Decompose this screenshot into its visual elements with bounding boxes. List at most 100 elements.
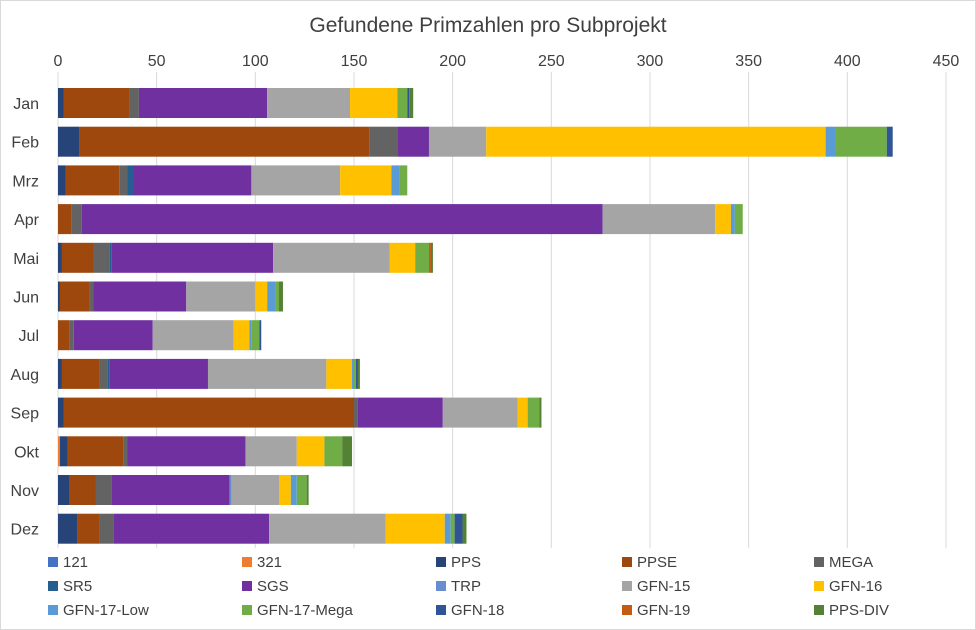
bar-segment-mega-nov [95,475,112,505]
bar-segment-ppse-okt [67,436,124,467]
bar-segment-pps-aug [58,358,62,389]
legend-label: SR5 [63,578,92,595]
bar-segment-pps-jan [58,88,64,118]
x-tick-label: 50 [148,53,166,70]
bar-segment-mega-jun [89,281,94,312]
legend-swatch [814,557,824,567]
bar-segment-gfn-17-mega-jun [275,281,280,312]
bar-segment-gfn-19-mai [428,242,431,273]
bar-segment-gfn-15-mrz [251,165,341,196]
legend-swatch [436,581,446,591]
legend-label: PPS-DIV [829,602,889,619]
bar-segment-sgs-jun [93,281,187,312]
legend-label: GFN-18 [451,602,504,619]
x-tick-label: 300 [637,53,664,70]
y-category-label: Okt [14,444,39,461]
bar-segment-pps-div-okt [342,436,353,467]
bar-segment-mega-mai [93,242,110,273]
x-tick-label: 200 [439,53,466,70]
bar-segment-gfn-15-sep [442,397,518,428]
bar-segment-gfn-15-apr [602,204,716,235]
bar-segment-ppse-jul [58,320,70,351]
bar-segment-mega-mrz [119,165,128,196]
legend-swatch [814,581,824,591]
legend-label: GFN-15 [637,578,690,595]
bar-segment-gfn-15-jul [152,320,234,351]
legend-swatch [48,581,58,591]
legend-swatch [242,581,252,591]
bar-segment-mega-aug [99,358,108,389]
bar-segment-gfn-18-dez [454,513,463,544]
legend-label: GFN-17-Mega [257,602,354,619]
bar-segment-gfn-16-feb [486,126,826,157]
x-tick-label: 400 [834,53,861,70]
legend-label: GFN-19 [637,602,690,619]
bar-segment-gfn-17-low-apr [730,204,735,235]
bar-segment-sgs-okt [127,436,246,467]
x-axis-ticks: 0 50 100 150 200 250 300 350 400 450 [54,53,960,70]
bar-segment-gfn-17-mega-okt [324,436,343,467]
bar-segment-ppse-jan [63,88,130,118]
bar-segment-ppse-feb [79,126,370,157]
y-category-label: Jun [13,290,39,307]
y-category-label: Aug [11,367,39,384]
bar-segment-pps-div-sep [539,397,542,428]
bar-segment-pps-dez [58,513,78,544]
legend-swatch [622,557,632,567]
bar-segment-gfn-17-mega-mai [415,242,429,273]
bar-segment-gfn-15-jan [267,88,351,118]
legend-swatch [436,605,446,615]
bar-segment-sgs-mai [111,242,274,273]
bar-segment-gfn-15-aug [207,358,327,389]
bar-segment-gfn-18-aug [355,358,358,389]
legend-swatch [622,581,632,591]
y-category-label: Feb [11,135,39,152]
bar-segment-pps-nov [58,475,70,505]
bar-segment-trp-nov [229,475,232,505]
bar-segment-sgs-dez [113,513,270,544]
bar-segment-gfn-15-okt [245,436,297,467]
bars [58,88,893,544]
bar-segment-sgs-jan [138,88,268,118]
x-tick-label: 100 [242,53,269,70]
bar-segment-gfn-18-jan [407,88,410,118]
bar-segment-gfn-17-low-jul [249,320,252,351]
bar-segment-gfn-15-jun [186,281,256,312]
bar-segment-gfn-16-jun [255,281,268,312]
bar-segment-gfn-17-low-aug [352,358,354,389]
y-category-label: Apr [14,212,40,229]
y-category-label: Sep [11,406,40,423]
bar-segment-gfn-17-mega-nov [296,475,307,505]
bar-segment-ppse-mrz [65,165,120,196]
x-tick-label: 450 [933,53,960,70]
bar-segment-ppse-nov [69,475,96,505]
bar-segment-pps-div-mai [430,242,433,273]
legend-swatch [48,557,58,567]
bar-segment-gfn-17-low-dez [444,513,451,544]
bar-segment-gfn-16-jan [350,88,398,118]
bar-segment-sgs-apr [81,204,603,235]
bar-segment-gfn-15-nov [231,475,280,505]
bar-segment-gfn-16-sep [517,397,528,428]
chart-title: Gefundene Primzahlen pro Subprojekt [309,14,666,37]
bar-segment-ppse-dez [77,513,100,544]
x-tick-label: 0 [54,53,63,70]
bar-segment-sgs-feb [397,126,429,157]
bar-segment-gfn-18-feb [886,126,893,157]
y-category-label: Mrz [12,173,39,190]
bar-segment-mega-dez [99,513,114,544]
bar-segment-gfn-16-dez [385,513,445,544]
bar-segment-gfn-17-mega-sep [527,397,540,428]
y-category-label: Jul [19,328,39,345]
bar-segment-pps-feb [58,126,80,157]
bar-segment-gfn-16-mrz [340,165,392,196]
legend-label: TRP [451,578,481,595]
legend-swatch [814,605,824,615]
y-category-label: Jan [13,96,39,113]
x-tick-label: 350 [735,53,762,70]
bar-segment-gfn-17-low-jun [267,281,276,312]
bar-segment-pps-sep [58,397,64,428]
bar-segment-gfn-17-mega-aug [353,358,356,389]
bar-segment-sr5-aug [107,358,110,389]
